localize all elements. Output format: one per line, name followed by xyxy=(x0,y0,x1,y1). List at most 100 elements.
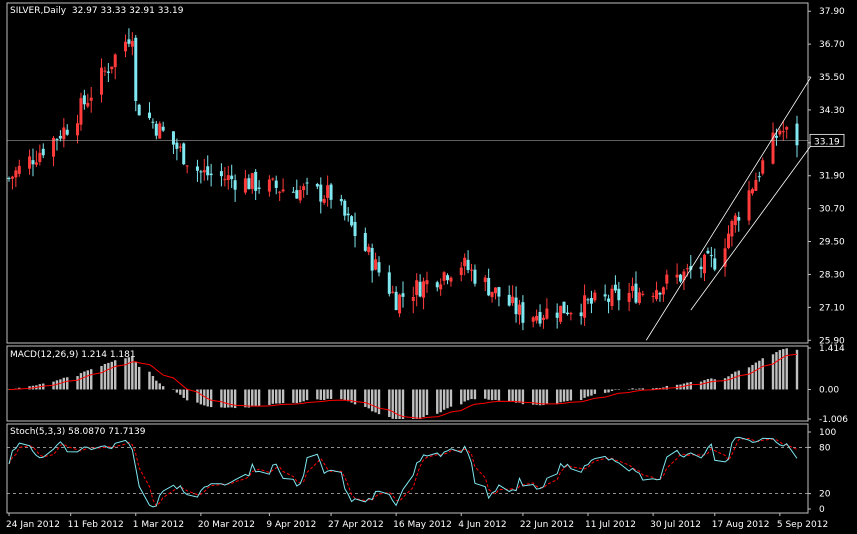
macd-bar xyxy=(418,389,422,419)
macd-bar xyxy=(66,377,69,390)
candle-body xyxy=(226,175,230,181)
macd-bar xyxy=(747,367,751,390)
macd-bar xyxy=(350,389,353,403)
candle-body xyxy=(631,286,635,291)
candle-body xyxy=(267,179,271,192)
candle-body xyxy=(706,250,710,254)
candle-body xyxy=(617,288,621,301)
macd-bar xyxy=(161,386,165,390)
candle-body xyxy=(422,281,426,298)
macd-bar xyxy=(706,378,710,390)
macd-signal-line xyxy=(9,353,798,419)
candle-body xyxy=(103,70,107,72)
macd-bar xyxy=(412,389,415,419)
candle-body xyxy=(709,255,713,257)
macd-bar xyxy=(124,358,127,390)
x-tick-label: 1 Mar 2012 xyxy=(133,520,184,530)
macd-bar xyxy=(137,366,141,390)
candle-body xyxy=(223,179,227,181)
macd-bar xyxy=(292,389,295,403)
candle-body xyxy=(154,123,158,136)
macd-bar xyxy=(579,389,583,401)
candle-body xyxy=(586,299,590,301)
candle-body xyxy=(199,171,203,173)
candle-body xyxy=(470,269,474,271)
candle-body xyxy=(219,171,223,177)
macd-bar xyxy=(699,381,703,390)
y-tick-label: 28.30 xyxy=(819,270,845,280)
candle-body xyxy=(346,213,350,216)
macd-bar xyxy=(466,389,470,401)
candle-body xyxy=(446,275,450,281)
candle-body xyxy=(391,291,395,293)
y-tick-label: 35.50 xyxy=(819,73,845,83)
candle-body xyxy=(271,178,275,180)
x-tick-label: 5 Sep 2012 xyxy=(777,520,828,530)
candle-body xyxy=(463,257,467,267)
macd-bar xyxy=(254,389,257,407)
macd-bar xyxy=(727,376,730,390)
candle-body xyxy=(230,175,234,180)
macd-bar xyxy=(761,358,764,390)
macd-bar xyxy=(617,389,621,390)
macd-bar xyxy=(203,389,206,406)
macd-bar xyxy=(364,389,367,407)
candle-body xyxy=(65,129,69,135)
macd-bar xyxy=(55,380,59,390)
candle-body xyxy=(41,148,45,156)
macd-bar xyxy=(244,389,247,408)
macd-bar xyxy=(62,377,66,390)
macd-bar xyxy=(689,382,692,390)
candle-body xyxy=(175,142,179,149)
macd-bar xyxy=(227,389,230,408)
stochastic-panel xyxy=(7,436,808,508)
macd-bar xyxy=(326,389,329,399)
macd-bar xyxy=(603,389,607,393)
candle-body xyxy=(607,298,611,302)
candle-body xyxy=(665,274,669,284)
candle-body xyxy=(343,200,347,216)
main-chart-title: SILVER,Daily 32.97 33.33 32.91 33.19 xyxy=(10,6,184,16)
macd-bar xyxy=(545,389,549,404)
candle-body xyxy=(415,280,419,295)
macd-bar xyxy=(59,379,62,390)
macd-bar xyxy=(514,389,518,403)
macd-bar xyxy=(377,389,381,415)
candle-body xyxy=(685,268,689,270)
macd-bar xyxy=(28,386,31,390)
candle-body xyxy=(541,317,545,320)
candle-body xyxy=(178,146,182,148)
candle-body xyxy=(233,180,237,190)
macd-bar xyxy=(367,389,370,409)
macd-bar xyxy=(103,363,107,390)
channel-lower-line xyxy=(690,145,812,311)
macd-bar xyxy=(535,389,538,405)
macd-bar xyxy=(508,389,511,402)
macd-bar xyxy=(583,389,586,398)
candle-body xyxy=(545,308,549,319)
macd-y-tick-label: 1.414 xyxy=(819,344,845,354)
candle-body xyxy=(565,312,569,315)
macd-bar xyxy=(223,389,227,408)
candle-body xyxy=(10,176,14,179)
candle-body xyxy=(127,39,131,44)
candle-body xyxy=(250,173,254,190)
candle-body xyxy=(689,266,693,270)
candle-body xyxy=(754,179,758,191)
candle-body xyxy=(161,126,165,131)
macd-panel xyxy=(7,348,799,419)
x-tick-label: 9 Apr 2012 xyxy=(266,520,316,530)
candle-body xyxy=(535,315,539,321)
macd-bar xyxy=(562,389,566,402)
candle-body xyxy=(110,66,114,70)
candle-body xyxy=(559,305,563,322)
y-tick-label: 29.50 xyxy=(819,238,845,248)
candle-body xyxy=(130,40,134,47)
macd-bar xyxy=(775,352,778,390)
macd-bar xyxy=(494,389,497,400)
macd-bar xyxy=(86,370,89,390)
candle-body xyxy=(747,190,751,221)
macd-bar xyxy=(281,389,285,404)
candle-body xyxy=(781,131,785,133)
candle-body xyxy=(589,297,593,304)
